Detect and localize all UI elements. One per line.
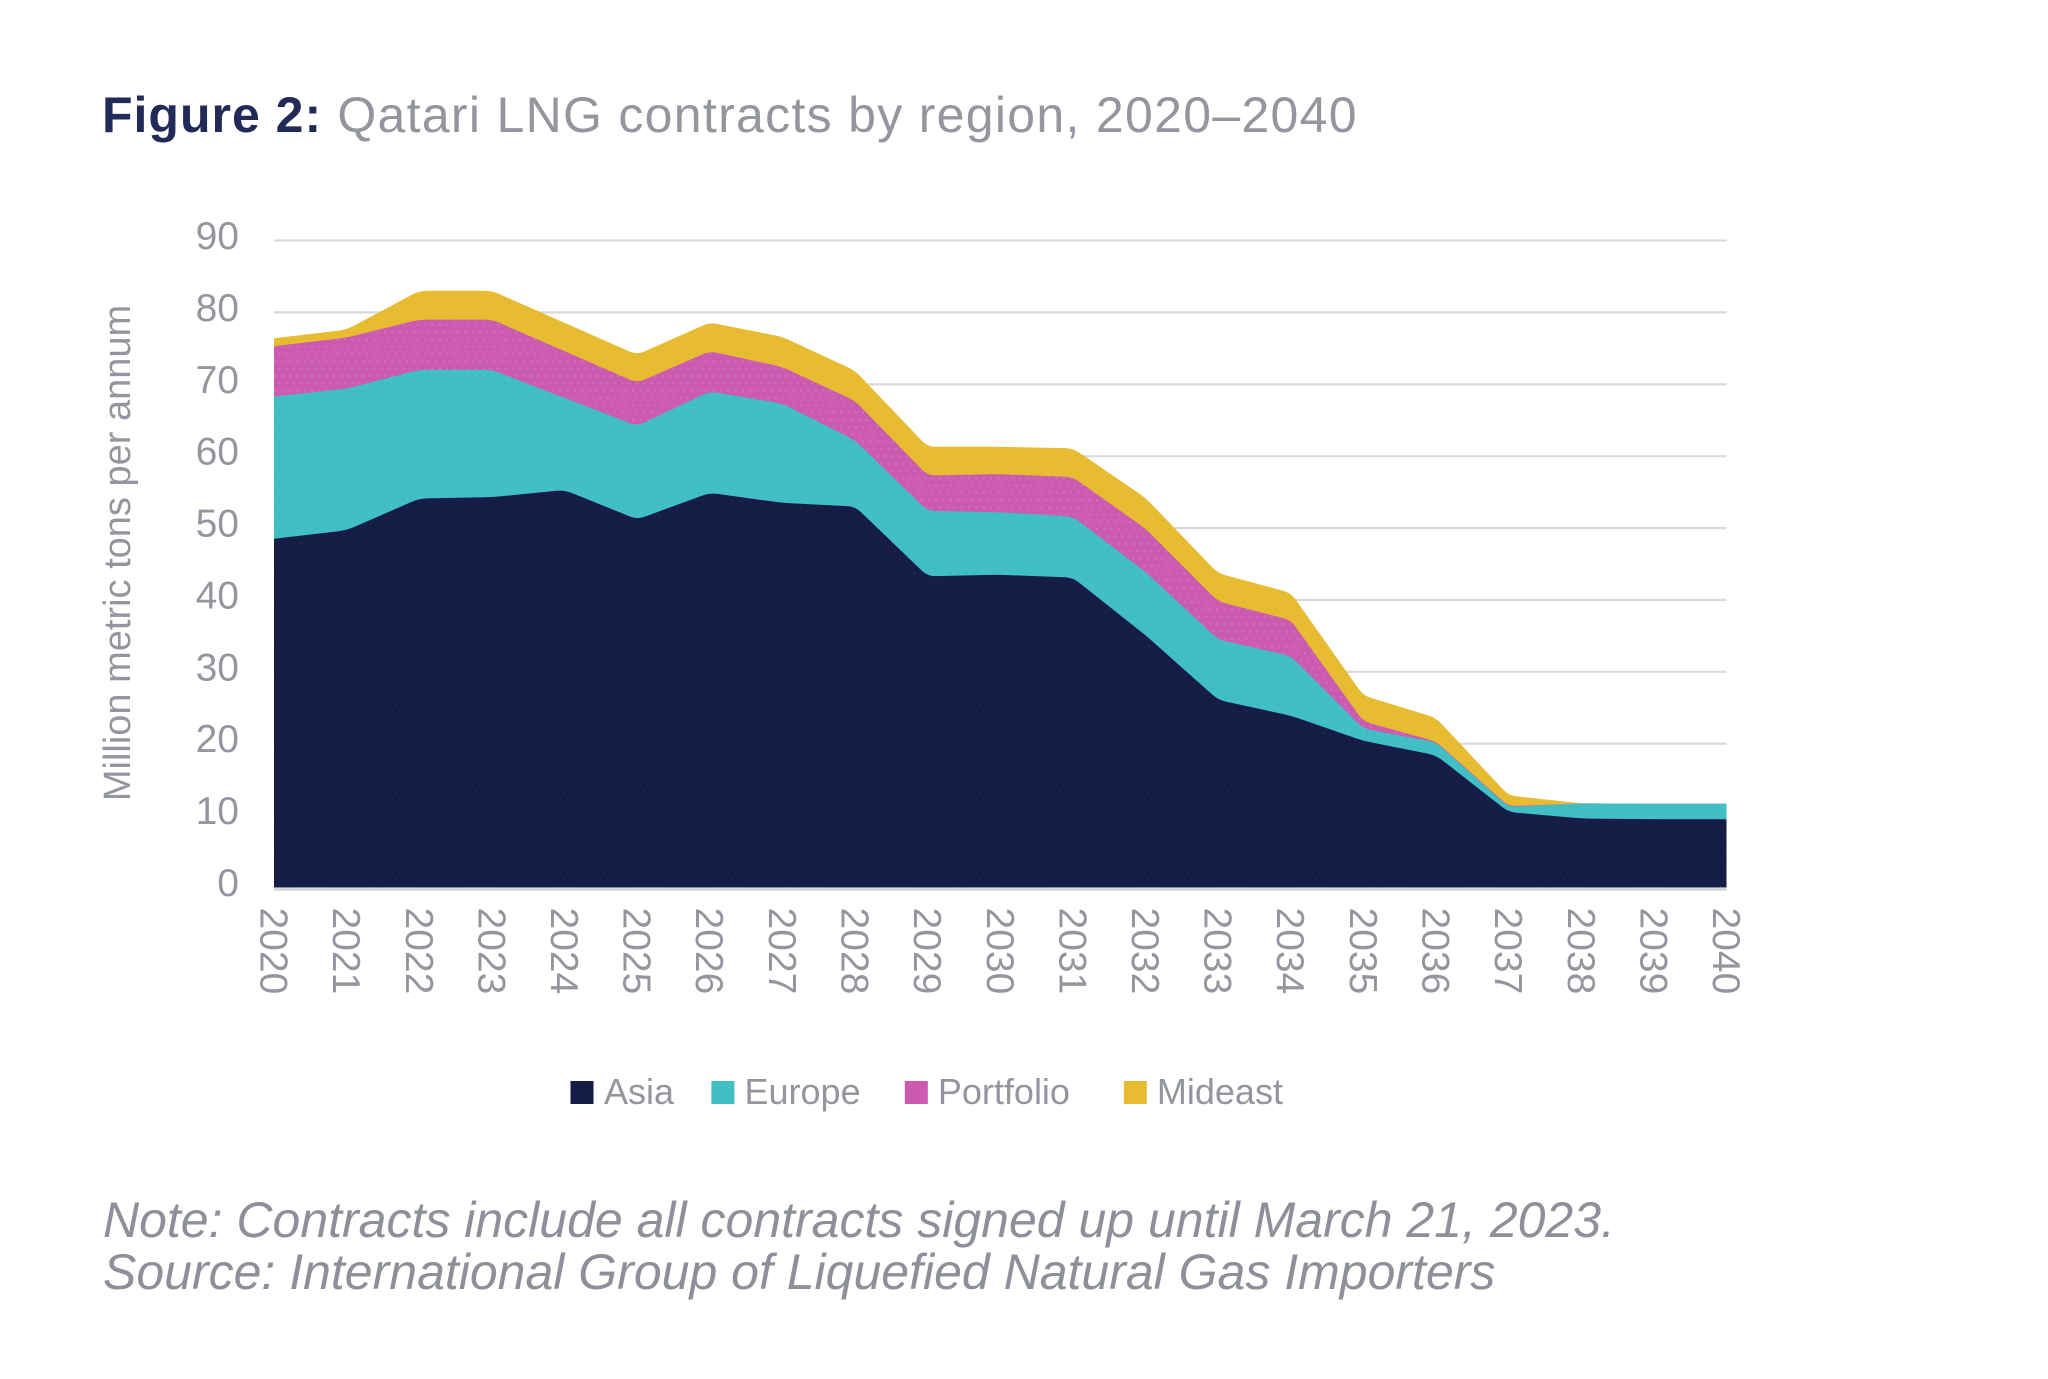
svg-text:30: 30 (196, 646, 239, 689)
svg-text:2037: 2037 (1486, 908, 1529, 995)
svg-text:2023: 2023 (469, 908, 512, 995)
svg-text:20: 20 (196, 718, 239, 761)
svg-text:Source: International Group of: Source: International Group of Liquefied… (103, 1244, 1495, 1300)
svg-text:2022: 2022 (397, 908, 440, 995)
svg-text:2032: 2032 (1123, 908, 1166, 995)
svg-text:Asia: Asia (604, 1071, 675, 1112)
svg-text:2026: 2026 (687, 908, 730, 995)
svg-text:40: 40 (196, 574, 239, 617)
svg-text:2030: 2030 (978, 908, 1021, 995)
svg-text:50: 50 (196, 503, 239, 546)
svg-text:2025: 2025 (615, 908, 658, 995)
svg-text:2029: 2029 (905, 908, 948, 995)
svg-text:2033: 2033 (1196, 908, 1239, 995)
svg-text:Note: Contracts include all co: Note: Contracts include all contracts si… (103, 1192, 1615, 1248)
svg-text:70: 70 (196, 359, 239, 402)
svg-text:2040: 2040 (1704, 908, 1747, 995)
svg-text:60: 60 (196, 431, 239, 474)
svg-text:2031: 2031 (1050, 908, 1093, 995)
svg-text:2035: 2035 (1341, 908, 1384, 995)
svg-text:2021: 2021 (324, 908, 367, 995)
svg-text:Europe: Europe (745, 1071, 861, 1112)
svg-text:Portfolio: Portfolio (938, 1071, 1070, 1112)
svg-text:10: 10 (196, 790, 239, 833)
svg-text:0: 0 (217, 862, 239, 905)
svg-text:2020: 2020 (252, 908, 295, 995)
svg-text:Figure 2: Qatari LNG contracts: Figure 2: Qatari LNG contracts by region… (102, 87, 1358, 143)
svg-text:2034: 2034 (1268, 908, 1311, 995)
svg-text:2028: 2028 (833, 908, 876, 995)
svg-text:2038: 2038 (1559, 908, 1602, 995)
svg-text:2024: 2024 (542, 908, 585, 995)
svg-text:90: 90 (196, 215, 239, 258)
svg-text:Mideast: Mideast (1157, 1071, 1283, 1112)
svg-text:80: 80 (196, 287, 239, 330)
svg-text:Million metric tons per annum: Million metric tons per annum (97, 305, 139, 801)
svg-text:2027: 2027 (760, 908, 803, 995)
svg-text:2039: 2039 (1631, 908, 1674, 995)
svg-text:2036: 2036 (1414, 908, 1457, 995)
